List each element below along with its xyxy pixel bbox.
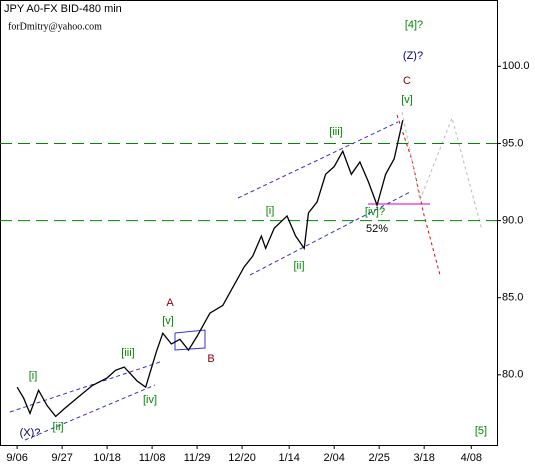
x-tick-label: 11/08 xyxy=(139,452,166,464)
wave-label: A xyxy=(166,297,174,309)
channel xyxy=(9,361,161,413)
x-tick-label: 3/18 xyxy=(413,452,434,464)
projection xyxy=(396,114,441,276)
wave-label: [v] xyxy=(162,315,174,327)
wave-label: [iv]? xyxy=(365,206,385,218)
x-tick-label: 11/29 xyxy=(184,452,211,464)
x-tick-label: 2/25 xyxy=(368,452,389,464)
channel xyxy=(249,191,411,276)
wave-label: 52% xyxy=(366,223,388,235)
y-tick-label: 100.0 xyxy=(502,60,530,72)
wave-label: [iv] xyxy=(143,394,157,406)
x-tick-label: 2/04 xyxy=(323,452,344,464)
x-tick-label: 9/06 xyxy=(6,452,27,464)
y-tick-label: 85.0 xyxy=(502,292,523,304)
wave-label: C xyxy=(403,75,411,87)
wave-label: [5] xyxy=(475,425,487,437)
wave-label: [ii] xyxy=(294,260,305,272)
wave-label: [iii] xyxy=(329,126,342,138)
wave-label: (Z)? xyxy=(403,50,423,62)
wave-label: [ii] xyxy=(53,421,64,433)
wave-label: [iii] xyxy=(121,347,134,359)
price-line xyxy=(16,120,404,418)
wave-label: B xyxy=(207,353,214,365)
wave-label: (X)? xyxy=(20,427,41,439)
triangle xyxy=(174,329,206,351)
x-tick-label: 10/18 xyxy=(93,452,121,464)
chart-title: JPY A0-FX BID-480 min xyxy=(4,3,122,15)
x-tick-label: 4/08 xyxy=(461,452,482,464)
channel xyxy=(24,384,156,441)
wave-label: [4]? xyxy=(405,19,423,31)
chart-subtitle: forDmitry@yahoo.com xyxy=(8,21,102,32)
y-tick-label: 80.0 xyxy=(502,369,523,381)
y-tick-label: 95.0 xyxy=(502,137,523,149)
guides xyxy=(9,111,483,441)
x-tick-label: 9/27 xyxy=(51,452,72,464)
x-tick-label: 12/20 xyxy=(228,452,256,464)
projection xyxy=(401,111,483,231)
wave-label: [v] xyxy=(401,94,413,106)
y-tick-label: 90.0 xyxy=(502,214,523,226)
plot-frame xyxy=(0,0,498,446)
x-tick-label: 1/14 xyxy=(278,452,299,464)
wave-label: [i] xyxy=(29,370,38,382)
wave-label: [i] xyxy=(266,205,275,217)
channel xyxy=(237,121,399,199)
